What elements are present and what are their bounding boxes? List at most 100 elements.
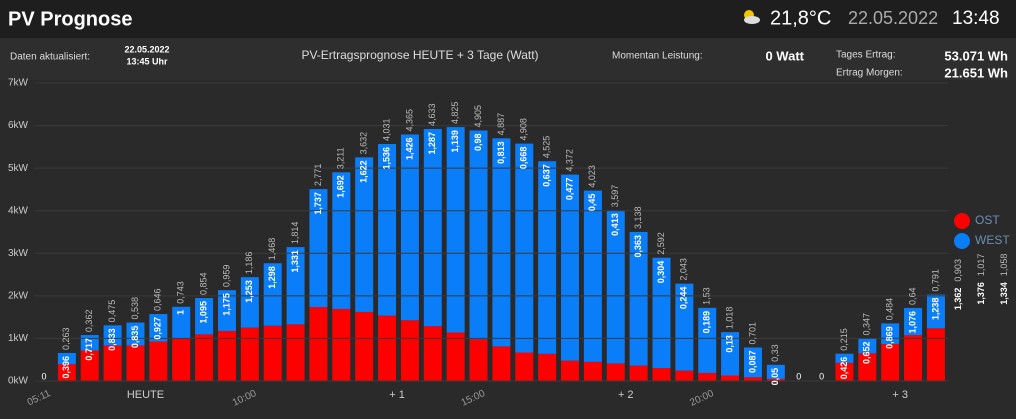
bar-segment — [469, 130, 488, 340]
value-label: 0,668 — [519, 147, 529, 170]
x-tick-label: + 1 — [389, 389, 405, 401]
value-label: 0,538 — [130, 297, 140, 320]
bar-segment — [652, 368, 671, 381]
value-label: 1,139 — [450, 130, 460, 153]
value-label: 0,362 — [84, 310, 94, 333]
value-label: 0,927 — [153, 317, 163, 340]
updated-time: 13:45 Uhr — [126, 56, 168, 66]
bar-segment — [492, 346, 511, 381]
bar-segment — [469, 339, 488, 381]
bar-segment — [240, 327, 259, 381]
bar-segment — [515, 352, 534, 381]
bar-segment — [743, 347, 762, 378]
value-label: 0,64 — [907, 287, 917, 305]
value-label: 1,058 — [999, 254, 1009, 277]
legend-swatch — [954, 213, 970, 229]
value-label: 0,426 — [839, 357, 849, 380]
bar-segment — [561, 174, 580, 361]
date: 22.05.2022 — [848, 8, 938, 28]
value-label: 1,018 — [724, 307, 734, 330]
value-label: 0,13 — [724, 335, 734, 353]
bar-segment — [538, 161, 557, 354]
weather-icon — [744, 10, 760, 24]
value-label: 3,597 — [610, 185, 620, 208]
bar-segment — [423, 326, 442, 381]
value-label: 0,45 — [587, 194, 597, 212]
value-label: 1,622 — [359, 160, 369, 183]
bar-segment — [378, 315, 397, 381]
value-label: 1,692 — [336, 175, 346, 198]
bar-segment — [263, 263, 282, 326]
value-label: 0,743 — [176, 281, 186, 304]
bar-segment — [926, 294, 945, 329]
value-label: 0,869 — [885, 326, 895, 349]
value-label: 0,304 — [656, 261, 666, 284]
value-label: 4,031 — [381, 118, 391, 141]
bar-segment — [926, 328, 945, 381]
value-label: 0,347 — [862, 313, 872, 336]
bar-segment — [286, 247, 305, 325]
value-label: 1,376 — [976, 282, 986, 305]
bar-segment — [881, 344, 900, 381]
value-label: 1,53 — [702, 287, 712, 305]
y-tick-label: 7kW — [8, 78, 29, 89]
bar-segment — [400, 320, 419, 381]
bar-segment — [492, 138, 511, 347]
value-label: 4,023 — [587, 165, 597, 188]
bar-segment — [263, 325, 282, 381]
bar-segment — [446, 332, 465, 381]
value-label: 0,244 — [679, 287, 689, 310]
bar-segment — [172, 338, 191, 381]
bar-segment — [606, 210, 625, 364]
bar-segment — [583, 190, 602, 362]
value-label: 4,905 — [473, 105, 483, 128]
bar-segment — [80, 350, 99, 381]
value-label: 1,017 — [976, 254, 986, 277]
value-label: 2,592 — [656, 232, 666, 255]
bar-segment — [195, 298, 214, 335]
value-label: 0,215 — [839, 328, 849, 351]
value-label: 0,98 — [473, 133, 483, 151]
bar-segment — [446, 127, 465, 333]
bar-segment — [355, 311, 374, 381]
value-label: 4,633 — [427, 103, 437, 126]
value-label: 0,959 — [221, 265, 231, 288]
x-tick-label: + 3 — [892, 389, 908, 401]
value-label: 0,717 — [84, 338, 94, 361]
bar-segment — [766, 364, 785, 379]
bar-segment — [149, 341, 168, 381]
y-tick-label: 2kW — [8, 290, 29, 301]
value-label: 4,908 — [519, 118, 529, 141]
bar-segment — [217, 330, 236, 381]
bar-segment — [309, 189, 328, 308]
value-label: 1,426 — [404, 137, 414, 160]
day-value: 53.071 Wh — [944, 48, 1008, 63]
legend-label: WEST — [975, 233, 1010, 247]
value-label: 0,833 — [107, 328, 117, 351]
x-tick-label: + 2 — [618, 389, 634, 401]
value-label: 3,211 — [336, 147, 346, 169]
value-label: 1,737 — [313, 192, 323, 215]
value-label: 1,175 — [221, 293, 231, 316]
value-label: 0,189 — [702, 311, 712, 334]
bar-segment — [57, 364, 76, 381]
value-label: 0 — [819, 371, 824, 381]
bar-segment — [400, 134, 419, 321]
value-label: 1,287 — [427, 132, 437, 155]
value-label: 4,365 — [404, 109, 414, 132]
bar-segment — [126, 345, 145, 381]
bar-segment — [904, 307, 923, 336]
bar-segment — [675, 370, 694, 381]
bar-segment — [766, 378, 785, 381]
y-tick-label: 0kW — [8, 376, 29, 387]
value-label: 4,372 — [564, 149, 574, 172]
y-tick-label: 1kW — [8, 333, 29, 344]
bar-segment — [103, 345, 122, 381]
value-label: 1,334 — [999, 282, 1009, 305]
value-label: 0,903 — [953, 259, 963, 282]
value-label: 4,825 — [450, 102, 460, 125]
tomorrow-label: Ertrag Morgen: — [836, 68, 903, 79]
bar-segment — [743, 377, 762, 381]
value-label: 0,087 — [747, 350, 757, 373]
